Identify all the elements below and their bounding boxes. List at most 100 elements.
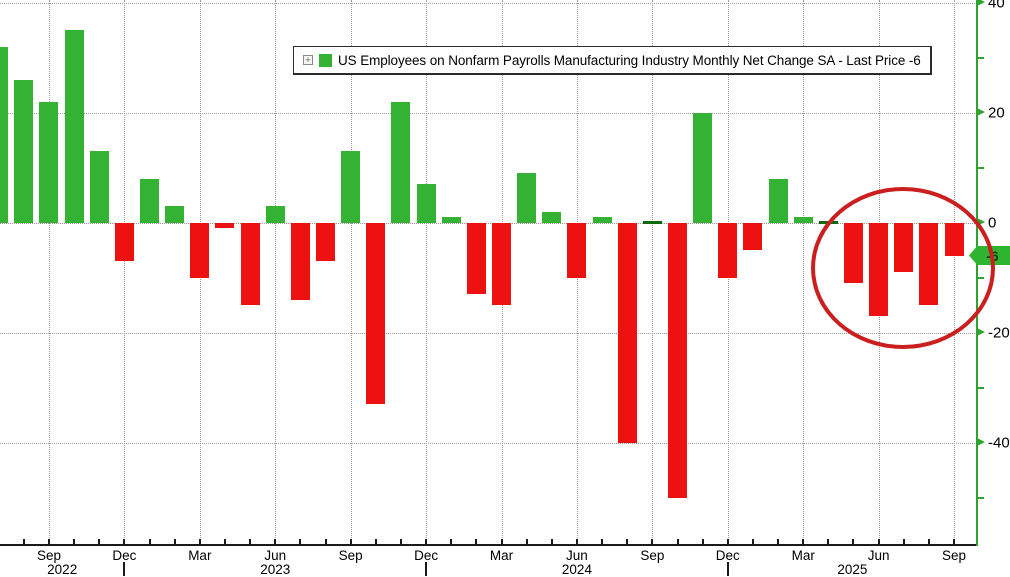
highlight-circle-annotation	[811, 187, 995, 349]
x-axis-tick	[299, 539, 302, 545]
x-axis-tick	[601, 539, 604, 545]
gridline-vertical	[275, 0, 277, 544]
bar-oct-2023	[366, 222, 386, 404]
bar-dec-2022	[114, 222, 134, 261]
bar-nov-2022	[89, 151, 109, 223]
y-axis-tick-arrow-icon	[977, 218, 985, 226]
bar-jun-2024	[567, 222, 587, 278]
x-axis-tick	[324, 539, 327, 545]
x-axis-month-label: Jun	[867, 548, 890, 563]
bar-feb-2025	[768, 178, 788, 223]
x-axis-tick	[902, 539, 905, 545]
bar-oct-2024	[668, 222, 687, 498]
bar-oct-2022	[64, 30, 84, 223]
x-axis-month-label: Jun	[566, 548, 588, 563]
gridline-vertical	[652, 0, 654, 544]
bar-sep-2022	[39, 101, 59, 223]
x-axis-month-label: Sep	[338, 548, 363, 563]
bar-feb-2023	[165, 206, 185, 223]
x-axis-month-label: Dec	[112, 548, 137, 563]
x-axis-tick	[450, 539, 453, 545]
bar-jul-2024	[592, 217, 612, 223]
x-axis-tick	[953, 539, 956, 545]
bar-jul-2023	[290, 222, 310, 300]
x-axis-tick	[777, 539, 780, 545]
bar-dec-2024	[718, 222, 738, 278]
bar-jul-2022	[0, 46, 9, 223]
y-axis-minor-tick	[977, 166, 984, 169]
y-axis-minor-tick	[977, 56, 984, 59]
x-axis-tick	[349, 539, 352, 545]
y-axis-tick-arrow-icon	[977, 328, 985, 336]
bar-aug-2022	[14, 79, 34, 223]
x-axis-month-label: Mar	[489, 548, 514, 563]
x-axis-tick	[852, 539, 855, 545]
x-axis-month-label: Mar	[188, 548, 212, 563]
x-axis-tick	[73, 539, 76, 545]
y-axis-tick-arrow-icon	[977, 0, 985, 6]
plot-area	[0, 0, 977, 544]
gridline-horizontal	[0, 112, 977, 114]
x-axis-year-label: 2022	[47, 562, 78, 577]
x-axis-year-label: 2025	[837, 562, 868, 577]
bar-sep-2023	[341, 151, 361, 223]
legend[interactable]: + US Employees on Nonfarm Payrolls Manuf…	[293, 46, 932, 75]
y-axis-tick-label: -20	[988, 324, 1010, 341]
gridline-vertical	[426, 0, 428, 544]
x-axis-tick	[927, 539, 930, 545]
legend-series-label: US Employees on Nonfarm Payrolls Manufac…	[338, 52, 921, 68]
bar-mar-2025	[793, 217, 813, 223]
x-axis-tick	[22, 539, 25, 545]
y-axis-tick-arrow-icon	[977, 438, 985, 446]
x-axis-tick	[802, 539, 805, 545]
x-axis-year-divider	[726, 562, 729, 576]
bar-may-2023	[240, 222, 260, 305]
bar-sep-2024	[642, 221, 662, 224]
x-axis-tick	[249, 539, 252, 545]
x-axis-month-label: Sep	[640, 548, 665, 563]
y-axis-minor-tick	[977, 386, 984, 389]
x-axis-tick	[626, 539, 629, 545]
gridline-vertical	[124, 0, 126, 544]
bar-apr-2023	[215, 222, 235, 228]
x-axis-tick	[123, 539, 126, 545]
y-axis-tick-label: 0	[988, 214, 997, 231]
y-axis-tick-arrow-icon	[977, 108, 985, 116]
bar-jan-2025	[743, 222, 763, 250]
x-axis-tick	[173, 539, 176, 545]
gridline-horizontal	[0, 2, 977, 4]
bar-may-2024	[542, 211, 562, 223]
x-axis-tick	[676, 539, 679, 545]
x-axis-tick	[148, 539, 151, 545]
x-axis-tick	[827, 539, 830, 545]
x-axis-tick	[223, 539, 226, 545]
y-axis-tick-label: 20	[988, 104, 1005, 121]
x-axis-tick	[198, 539, 201, 545]
x-axis-tick	[751, 539, 754, 545]
x-axis-tick	[701, 539, 704, 545]
x-axis-line	[0, 544, 978, 546]
gridline-vertical	[350, 0, 352, 544]
bar-aug-2023	[316, 222, 336, 261]
x-axis-tick	[651, 539, 654, 545]
y-axis-tick-label: 40	[988, 0, 1005, 11]
x-axis-year-divider	[123, 562, 126, 576]
legend-expand-icon[interactable]: +	[303, 55, 313, 65]
x-axis-tick	[425, 539, 428, 545]
bar-jan-2024	[441, 217, 461, 223]
gridline-vertical	[48, 0, 50, 544]
bar-jun-2023	[265, 206, 285, 223]
bar-mar-2024	[492, 222, 512, 305]
x-axis-tick	[726, 539, 729, 545]
x-axis-tick	[98, 539, 101, 545]
x-axis-tick	[877, 539, 880, 545]
x-axis-year-label: 2023	[260, 562, 291, 577]
x-axis-year-label: 2024	[561, 562, 592, 577]
x-axis-month-label: Dec	[414, 548, 439, 563]
x-axis-tick	[47, 539, 50, 545]
gridline-horizontal	[0, 222, 977, 224]
gridline-horizontal	[0, 332, 977, 334]
y-axis-tick-label: -40	[988, 434, 1010, 451]
x-axis-year-divider	[425, 562, 428, 576]
x-axis-tick	[475, 539, 478, 545]
